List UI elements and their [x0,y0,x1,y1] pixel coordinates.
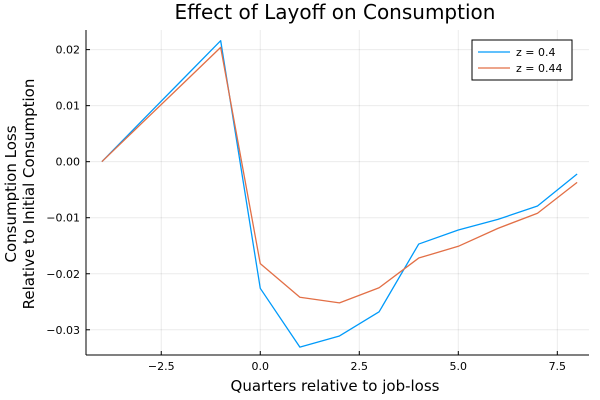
y-tick-label-0: −0.03 [46,324,80,337]
series-lines [101,39,578,348]
x-axis-label: Quarters relative to job-loss [231,377,440,395]
y-tick-label-4: 0.01 [56,100,81,113]
y-tick-label-2: −0.01 [46,212,80,225]
x-tick-label-0: −2.5 [148,360,175,373]
series-line-1 [101,39,578,348]
chart-title: Effect of Layoff on Consumption [175,0,496,24]
plot-frame [85,30,589,356]
x-tick-label-3: 5.0 [450,360,468,373]
series-line-2 [101,46,578,304]
y-tick-label-5: 0.02 [56,44,81,57]
y-tick-label-1: −0.02 [46,268,80,281]
legend-label-series-1: z = 0.4 [516,46,555,59]
y-axis-ticks: −0.03 −0.02 −0.01 0.00 0.01 0.02 [46,44,90,337]
y-tick-label-3: 0.00 [56,156,81,169]
x-tick-label-1: 0.0 [252,360,270,373]
x-tick-label-2: 2.5 [351,360,369,373]
y-axis-label-line-1: Consumption Loss [2,125,20,262]
legend-label-series-2: z = 0.44 [516,62,562,75]
y-axis-label-line-2: Relative to Initial Consumption [20,79,38,310]
legend-box [471,39,573,81]
x-tick-label-4: 7.5 [549,360,567,373]
legend: z = 0.4 z = 0.44 [471,39,573,81]
x-axis-ticks: −2.5 0.0 2.5 5.0 7.5 [148,351,566,373]
